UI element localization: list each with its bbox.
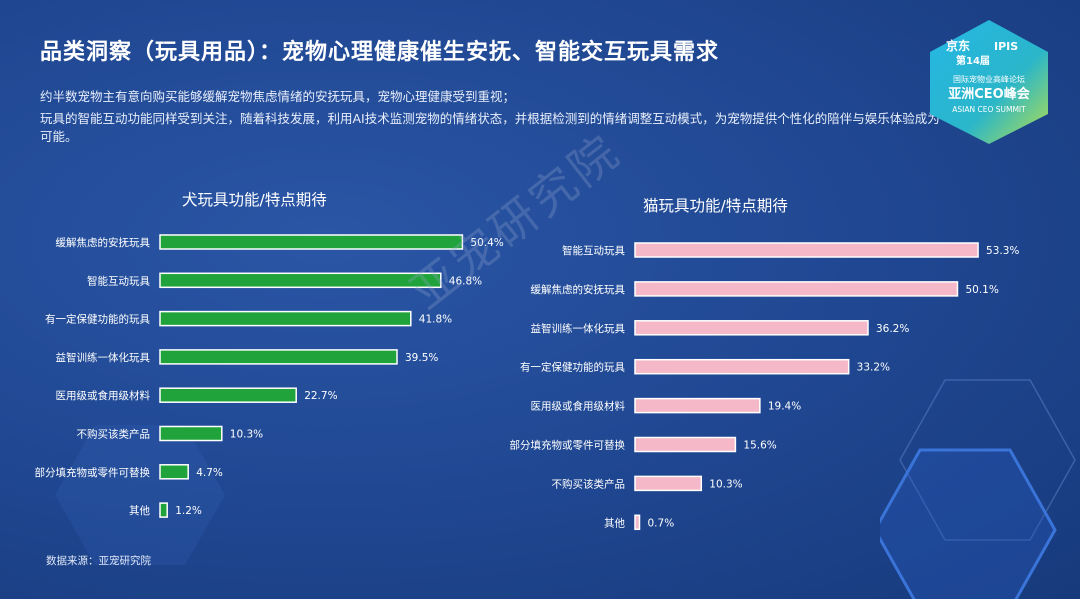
bar	[159, 387, 297, 403]
badge-edition: 第14届	[956, 54, 990, 67]
value-label: 4.7%	[196, 467, 223, 479]
hexagon-decoration-right	[880, 379, 1076, 599]
category-label: 不购买该类产品	[77, 428, 151, 441]
bar	[159, 272, 442, 289]
category-label: 有一定保健功能的玩具	[45, 313, 150, 326]
data-source: 数据来源：亚宠研究院	[46, 555, 151, 567]
badge-brand: 京东	[946, 38, 970, 53]
cat-chart: 猫玩具功能/特点期待 智能互动玩具 53.3% 缓解焦虑的安抚玩具 50.1% 益智训练…	[500, 186, 1060, 546]
bar	[634, 281, 959, 297]
value-label: 50.1%	[965, 284, 998, 296]
bar	[634, 242, 979, 258]
value-label: 19.4%	[768, 401, 801, 413]
bar	[634, 436, 737, 453]
badge-ipis: IPIS	[994, 40, 1018, 53]
bar	[634, 320, 869, 336]
category-label: 有一定保健功能的玩具	[520, 361, 625, 374]
summit-badge-logo: 京东 IPIS 第14届 国际宠物业高峰论坛 亚洲CEO峰会 ASIAN CEO…	[930, 20, 1048, 144]
value-label: 41.8%	[419, 314, 452, 326]
badge-forum: 国际宠物业高峰论坛	[953, 74, 1025, 84]
dog-chart-title: 犬玩具功能/特点期待	[182, 191, 327, 209]
bar	[159, 310, 412, 327]
category-label: 益智训练一体化玩具	[56, 351, 151, 364]
category-label: 不购买该类产品	[552, 477, 626, 490]
value-label: 10.3%	[230, 429, 263, 441]
category-label: 医用级或食用级材料	[56, 389, 151, 402]
hexagon-decoration-left	[55, 425, 225, 565]
bar	[634, 475, 703, 492]
category-label: 部分填充物或零件可替换	[35, 466, 151, 479]
bar	[634, 397, 761, 414]
bar	[159, 502, 168, 518]
category-label: 其他	[129, 504, 150, 517]
category-label: 智能互动玩具	[87, 274, 150, 287]
badge-summit-en: ASIAN CEO SUMMIT	[952, 105, 1026, 114]
value-label: 33.2%	[857, 362, 890, 374]
category-label: 医用级或食用级材料	[531, 400, 626, 413]
description-line-1: 约半数宠物主有意向购买能够缓解宠物焦虑情绪的安抚玩具，宠物心理健康受到重视；	[40, 89, 516, 104]
description-line-2: 玩具的智能互动功能同样受到关注，随着科技发展，利用AI技术监测宠物的情绪状态，并…	[40, 111, 940, 144]
category-label: 其他	[604, 516, 625, 529]
bar	[159, 349, 398, 365]
value-label: 50.4%	[470, 237, 503, 249]
category-label: 益智训练一体化玩具	[531, 322, 626, 335]
bar	[634, 514, 641, 531]
value-label: 53.3%	[986, 245, 1019, 257]
badge-summit-cn: 亚洲CEO峰会	[948, 86, 1030, 102]
value-label: 10.3%	[709, 478, 742, 490]
value-label: 22.7%	[304, 390, 337, 402]
value-label: 39.5%	[405, 352, 438, 364]
dog-bar-chart: 缓解焦虑的安抚玩具 50.4% 智能互动玩具 46.8% 有一定保健功能的玩具 41.8%…	[35, 234, 504, 518]
category-label: 部分填充物或零件可替换	[510, 439, 626, 452]
bar	[159, 234, 464, 250]
category-label: 缓解焦虑的安抚玩具	[531, 283, 626, 296]
bar	[159, 464, 189, 480]
value-label: 36.2%	[876, 323, 909, 335]
value-label: 1.2%	[175, 505, 202, 517]
value-label: 0.7%	[648, 517, 675, 529]
value-label: 15.6%	[743, 440, 776, 452]
bar	[634, 358, 850, 375]
bar	[159, 425, 223, 442]
cat-bar-chart: 智能互动玩具 53.3% 缓解焦虑的安抚玩具 50.1% 益智训练一体化玩具 36.2% 有…	[510, 242, 1019, 531]
category-label: 智能互动玩具	[562, 244, 625, 257]
page-title: 品类洞察（玩具用品）：宠物心理健康催生安抚、智能交互玩具需求	[40, 40, 720, 65]
category-label: 缓解焦虑的安抚玩具	[56, 236, 151, 249]
cat-chart-title: 猫玩具功能/特点期待	[643, 197, 788, 215]
dog-chart: 犬玩具功能/特点期待 缓解焦虑的安抚玩具 50.4% 智能互动玩具 46.8% 有一定保…	[0, 180, 540, 540]
value-label: 46.8%	[449, 275, 482, 287]
